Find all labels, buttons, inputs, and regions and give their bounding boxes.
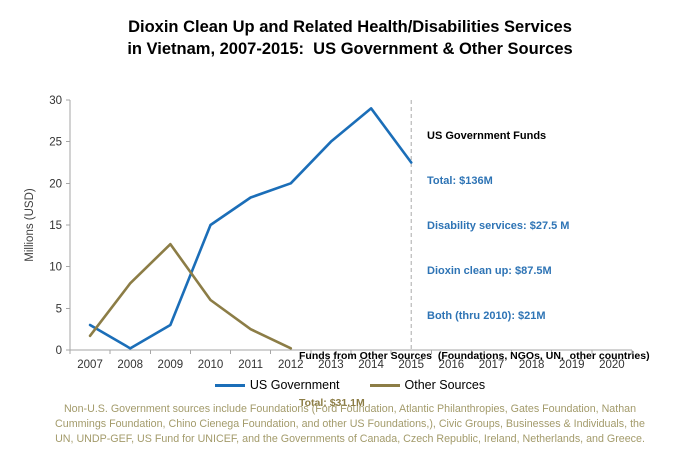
x-tick-label: 2014 — [358, 359, 384, 371]
legend-item-us-government: US Government — [214, 378, 340, 392]
x-tick-label: 2007 — [77, 359, 103, 371]
y-tick-label: 5 — [56, 303, 62, 315]
x-tick-label: 2016 — [439, 359, 465, 371]
chart-title-line1: Dioxin Clean Up and Related Health/Disab… — [128, 18, 572, 36]
footnote: Non-U.S. Government sources include Foun… — [0, 402, 700, 447]
annotation-line: Total: $136M — [427, 175, 493, 187]
footnote-line: UN, UNDP-GEF, US Fund for UNICEF, and th… — [55, 433, 645, 445]
chart-title-line2: in Vietnam, 2007-2015: US Government & O… — [127, 40, 573, 58]
y-tick-label: 30 — [49, 95, 62, 107]
legend-line-swatch — [369, 383, 400, 387]
chart-title: Dioxin Clean Up and Related Health/Disab… — [0, 16, 700, 60]
y-tick-label: 10 — [49, 262, 62, 274]
footnote-line: Cummings Foundation, Chino Cienega Found… — [55, 418, 645, 430]
x-tick-label: 2015 — [398, 359, 424, 371]
x-tick-label: 2010 — [198, 359, 224, 371]
x-tick-label: 2009 — [158, 359, 184, 371]
legend-item-label: US Government — [249, 378, 340, 392]
x-tick-label: 2008 — [117, 359, 143, 371]
annotation-other-sources-funds: Funds from Other Sources (Foundations, N… — [299, 318, 650, 442]
annotation-heading: Funds from Other Sources (Foundations, N… — [299, 350, 650, 362]
chart-legend: US Government Other Sources — [0, 378, 700, 392]
annotation-heading: US Government Funds — [427, 130, 547, 142]
x-tick-label: 2017 — [479, 359, 505, 371]
y-tick-label: 0 — [56, 345, 62, 357]
annotation-us-government-funds: US Government Funds Total: $136M Disabil… — [427, 99, 569, 354]
x-tick-label: 2013 — [318, 359, 344, 371]
legend-item-other-sources: Other Sources — [369, 378, 486, 392]
series-line-us-government — [88, 107, 413, 350]
annotation-line: Total: $31.1M — [299, 396, 365, 409]
legend-line-swatch — [214, 383, 245, 387]
x-tick-label: 2019 — [559, 359, 585, 371]
x-tick-label: 2011 — [238, 359, 263, 371]
series-line-other-sources — [88, 242, 293, 350]
annotation-line: Dioxin clean up: $87.5M — [427, 265, 552, 277]
y-tick-label: 20 — [49, 178, 62, 190]
y-tick-label: 25 — [49, 137, 62, 149]
y-tick-label: 15 — [49, 220, 62, 232]
annotation-line: Disability services: $27.5 M — [427, 220, 570, 232]
x-tick-label: 2018 — [519, 359, 545, 371]
x-tick-label: 2020 — [599, 359, 625, 371]
x-tick-label: 2012 — [278, 359, 304, 371]
footnote-line: Non-U.S. Government sources include Foun… — [63, 403, 637, 415]
legend-item-label: Other Sources — [404, 378, 486, 392]
annotation-line: Both (thru 2010): $21M — [427, 310, 546, 322]
